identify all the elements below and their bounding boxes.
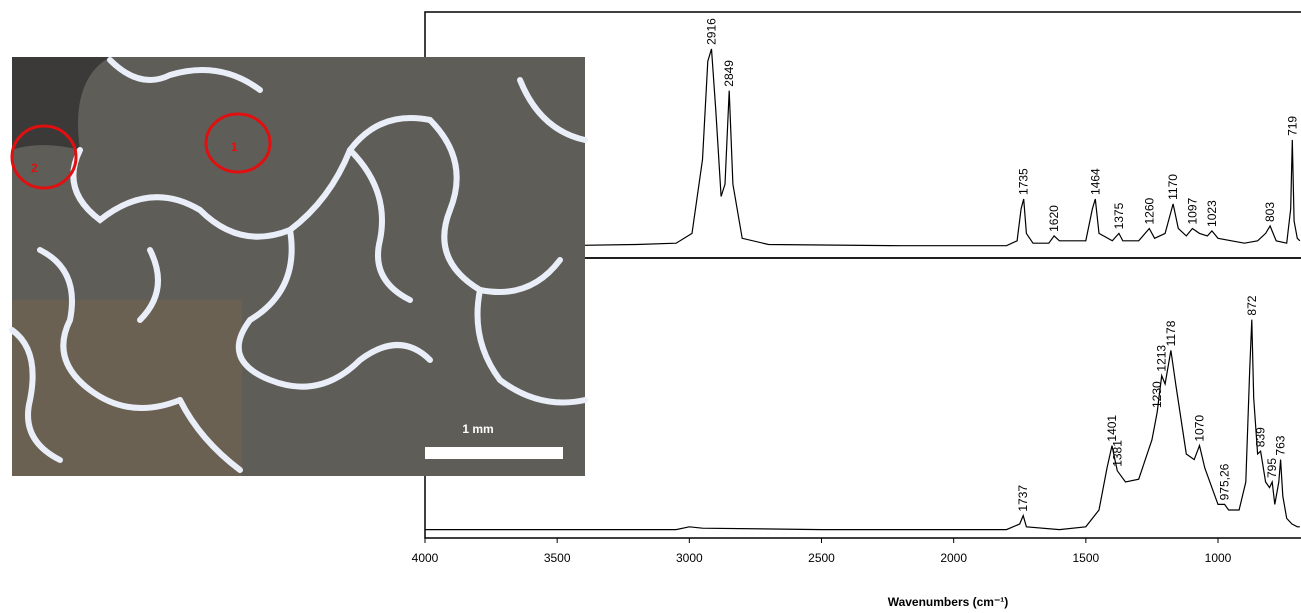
x-tick-label: 2000 bbox=[940, 551, 967, 565]
peak-label: 1401 bbox=[1105, 415, 1119, 442]
peak-label: 1213 bbox=[1155, 345, 1169, 372]
peak-label: 763 bbox=[1274, 435, 1288, 455]
micrograph-region bbox=[12, 300, 242, 476]
marker-label: 1 bbox=[231, 140, 238, 154]
peak-label: 1381 bbox=[1110, 440, 1124, 467]
peak-label: 2916 bbox=[705, 18, 719, 45]
peak-label: 1178 bbox=[1164, 320, 1178, 346]
peak-label: 719 bbox=[1285, 116, 1299, 136]
x-tick-label: 1500 bbox=[1072, 551, 1099, 565]
peak-label: 975,26 bbox=[1218, 463, 1232, 500]
marker-label: 2 bbox=[31, 161, 38, 175]
marker-circle bbox=[204, 112, 272, 174]
peak-label: 1375 bbox=[1112, 202, 1126, 229]
peak-label: 1620 bbox=[1047, 205, 1061, 232]
peak-label: 1023 bbox=[1205, 200, 1219, 227]
marker-circle bbox=[10, 124, 78, 190]
peak-label: 1097 bbox=[1185, 197, 1199, 224]
peak-label: 1464 bbox=[1088, 168, 1102, 195]
peak-label: 803 bbox=[1263, 202, 1277, 222]
peak-label: 1260 bbox=[1142, 197, 1156, 224]
micrograph: 1 2 1 mm bbox=[9, 57, 588, 476]
peak-label: 1737 bbox=[1016, 485, 1030, 512]
peak-label: 1070 bbox=[1192, 415, 1206, 442]
spectrum-line bbox=[425, 319, 1300, 531]
x-tick-label: 3000 bbox=[676, 551, 703, 565]
x-axis-label: Wavenumbers (cm⁻¹) bbox=[888, 595, 1009, 609]
peak-label: 839 bbox=[1254, 427, 1268, 447]
peak-label: 795 bbox=[1265, 458, 1279, 478]
peak-label: 1735 bbox=[1017, 168, 1031, 195]
x-tick-label: 2500 bbox=[808, 551, 835, 565]
peak-label: 1230 bbox=[1150, 381, 1164, 408]
spectrum-line bbox=[425, 48, 1301, 247]
spectra: 2916 2849 1735 1620 1464 1375 1260 1170 1097 1023… bbox=[412, 11, 1301, 609]
peak-label: 1170 bbox=[1166, 174, 1180, 200]
network bbox=[9, 57, 588, 473]
peak-label: 2849 bbox=[722, 60, 736, 87]
x-tick-label: 4000 bbox=[412, 551, 439, 565]
scale-label: 1 mm bbox=[462, 422, 493, 436]
x-tick-label: 3500 bbox=[544, 551, 571, 565]
peak-label: 872 bbox=[1245, 295, 1259, 315]
x-tick-label: 1000 bbox=[1205, 551, 1232, 565]
scale-bar bbox=[425, 447, 563, 459]
